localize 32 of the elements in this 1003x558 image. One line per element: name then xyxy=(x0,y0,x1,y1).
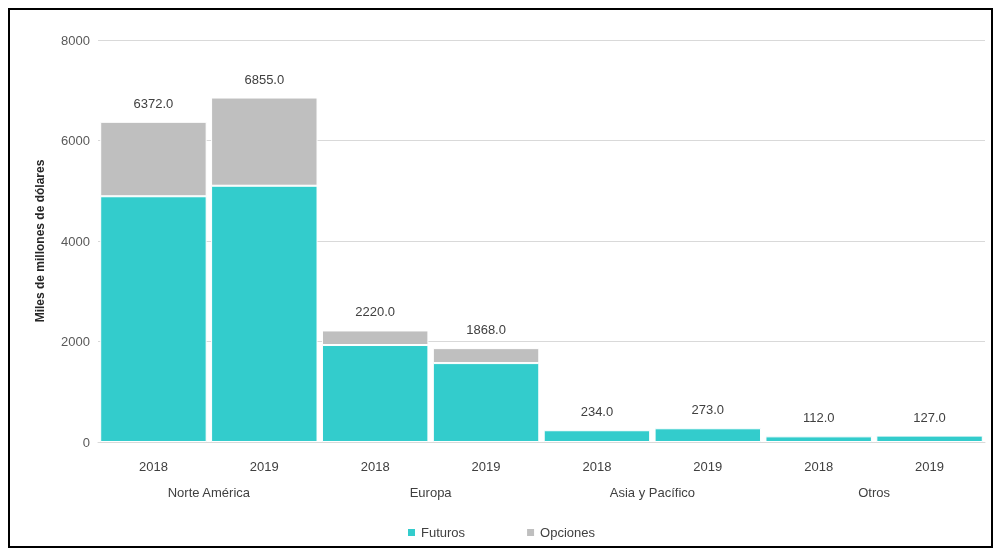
legend-label: Opciones xyxy=(540,525,596,540)
x-tick-label: 2018 xyxy=(138,459,168,474)
x-tick-label: 2019 xyxy=(249,459,279,474)
y-tick-label: 6000 xyxy=(61,133,90,148)
total-label: 1868.0 xyxy=(466,322,506,338)
bar xyxy=(765,436,872,442)
y-tick-label: 0 xyxy=(82,434,90,450)
x-tick-label: 2018 xyxy=(582,459,612,474)
legend-label: Futuros xyxy=(421,525,466,540)
y-tick-label: 4000 xyxy=(61,233,90,249)
total-label: 273.0 xyxy=(691,402,725,418)
x-tick-label: 2019 xyxy=(915,459,945,474)
x-tick-label: 2018 xyxy=(360,459,390,474)
bar xyxy=(654,428,762,442)
total-label: 112.0 xyxy=(802,410,835,426)
total-label: 6372.0 xyxy=(133,95,174,111)
bar xyxy=(543,430,651,442)
total-label: 234.0 xyxy=(580,404,614,420)
x-tick-label: 2019 xyxy=(471,459,501,474)
total-label: 127.0 xyxy=(913,409,946,425)
text: Europa xyxy=(409,485,453,500)
text: Asia y Pacífico xyxy=(609,485,696,500)
x-tick-label: 2018 xyxy=(804,459,834,474)
y-tick-label: 2000 xyxy=(61,334,90,349)
text: Otros xyxy=(858,485,891,500)
total-label: 6855.0 xyxy=(244,71,285,87)
x-tick-label: 2019 xyxy=(693,459,723,474)
total-label: 2220.0 xyxy=(355,304,396,320)
y-tick-label: 8000 xyxy=(61,32,90,48)
y-axis-title: Miles de millones de dólares xyxy=(33,159,47,323)
bar xyxy=(876,435,983,442)
text: Norte América xyxy=(167,485,251,500)
